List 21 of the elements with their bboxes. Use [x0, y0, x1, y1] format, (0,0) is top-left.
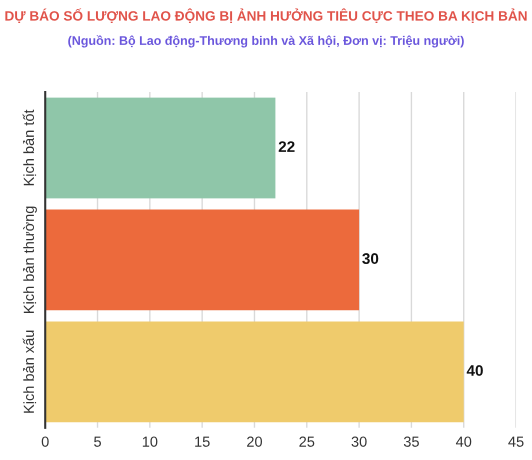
x-tick-label: 20: [247, 436, 262, 447]
chart-title: DỰ BÁO SỐ LƯỢNG LAO ĐỘNG BỊ ẢNH HƯỞNG TIÊU CỰC THEO BA KỊCH BẢN: [5, 8, 527, 24]
data-label: 30: [362, 253, 378, 264]
chart-subtitle: (Nguồn: Bộ Lao động-Thương binh và Xã hội, Đơn vị: Triệu người): [68, 35, 464, 48]
x-tick-label: 5: [94, 436, 101, 447]
data-label: 22: [278, 141, 295, 152]
x-tick-label: 45: [508, 436, 524, 447]
y-tick-label: Kịch bản thường: [22, 206, 37, 313]
bar: [45, 98, 276, 198]
y-tick-label: Kịch bản tốt: [22, 110, 36, 186]
x-tick-label: 35: [404, 436, 419, 447]
bar: [45, 210, 360, 310]
bar: [45, 321, 464, 422]
x-tick-label: 15: [195, 436, 210, 447]
x-tick-label: 30: [352, 436, 367, 447]
x-tick-label: 10: [142, 436, 158, 447]
x-tick-label: 0: [42, 436, 49, 447]
x-tick-label: 40: [456, 436, 472, 447]
data-label: 40: [466, 365, 483, 376]
y-tick-label: Kịch bản xấu: [22, 330, 36, 413]
x-tick-label: 25: [299, 436, 314, 447]
